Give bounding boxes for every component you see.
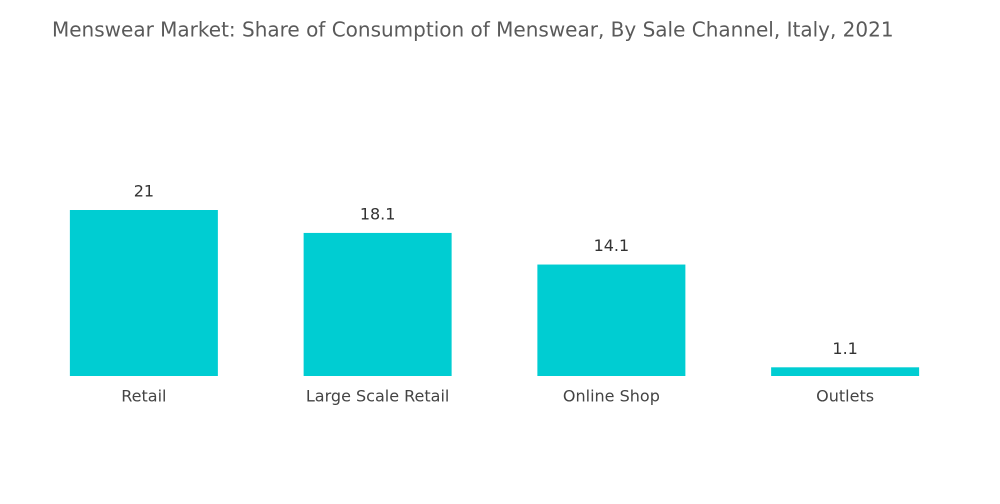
bar [69,210,218,376]
x-tick-label: Outlets [816,387,874,406]
x-tick-label: Online Shop [563,387,660,406]
x-tick-label: Large Scale Retail [306,387,449,406]
bar [303,232,452,376]
value-label: 21 [134,182,154,201]
value-label: 18.1 [360,204,396,223]
chart-title: Menswear Market: Share of Consumption of… [52,18,894,42]
value-label: 1.1 [832,339,857,358]
bar [537,264,686,376]
x-tick-label: Retail [121,387,166,406]
bar [771,367,920,376]
value-label: 14.1 [594,236,630,255]
